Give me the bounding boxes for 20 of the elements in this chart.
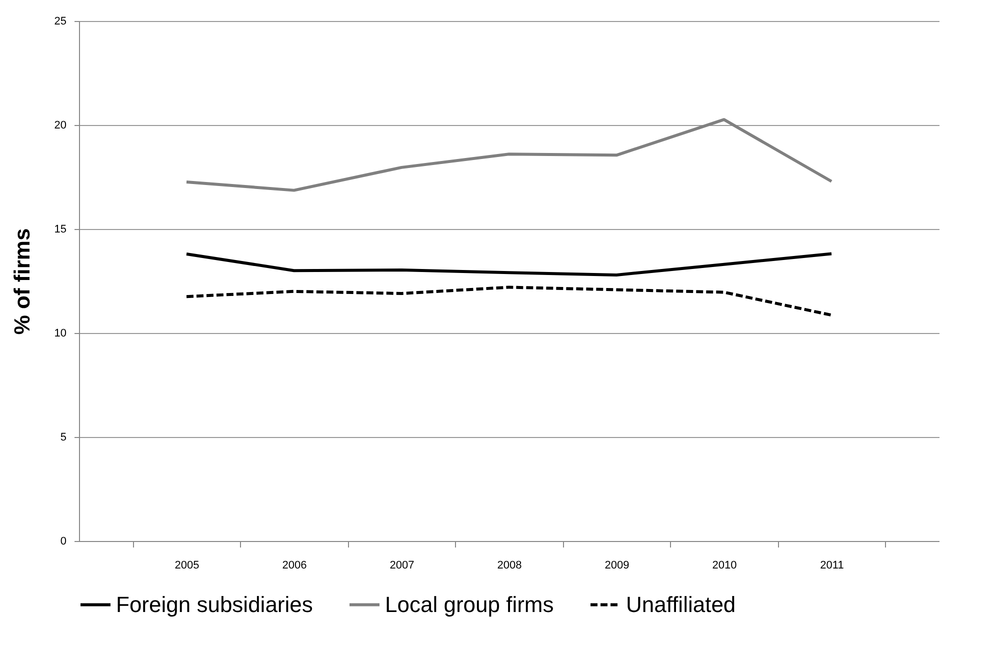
x-tick-label: 2006 bbox=[282, 560, 307, 572]
line-series bbox=[185, 286, 833, 317]
x-tick-label: 2008 bbox=[497, 560, 522, 572]
y-tick-label: 5 bbox=[60, 432, 66, 444]
x-tick-label: 2011 bbox=[820, 560, 844, 572]
x-tick-label: 2005 bbox=[174, 560, 200, 572]
y-tick-label: 15 bbox=[54, 224, 66, 236]
y-axis-title: % of firms bbox=[9, 228, 34, 335]
y-tick-label: 10 bbox=[54, 328, 66, 340]
y-tick-label: 25 bbox=[54, 16, 66, 28]
y-tick-label: 0 bbox=[60, 536, 66, 548]
legend-label: Unaffiliated bbox=[626, 592, 736, 617]
x-tick-label: 2009 bbox=[604, 560, 630, 572]
y-tick-label: 20 bbox=[54, 120, 66, 132]
x-tick-label: 2010 bbox=[712, 560, 737, 572]
legend-label: Local group firms bbox=[385, 592, 554, 617]
line-series bbox=[185, 252, 833, 276]
legend-label: Foreign subsidiaries bbox=[116, 592, 313, 617]
line-series bbox=[185, 118, 833, 192]
x-tick-label: 2007 bbox=[390, 560, 414, 572]
